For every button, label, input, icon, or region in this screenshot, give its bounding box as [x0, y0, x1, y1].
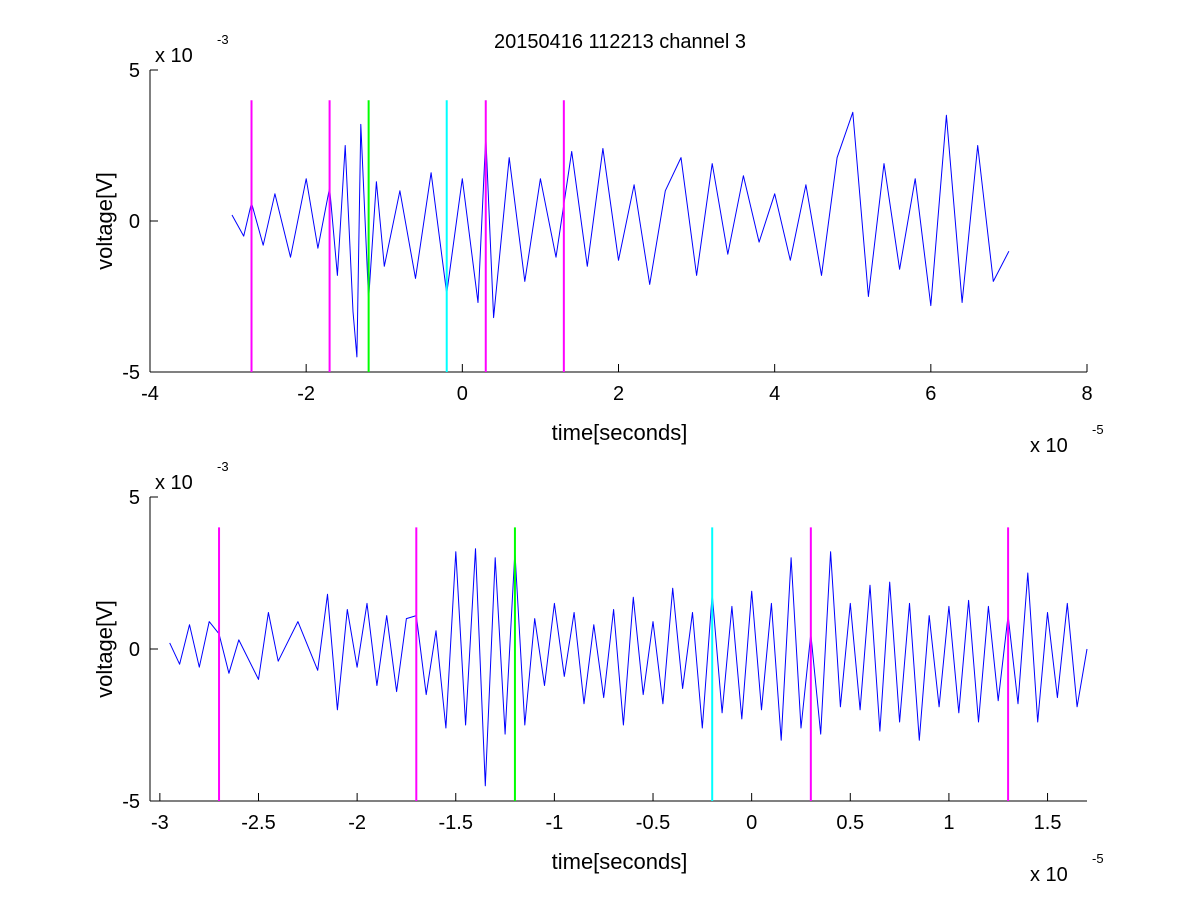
x-tick-label-5: 6	[925, 383, 936, 405]
y-multiplier-exponent: -3	[217, 459, 229, 474]
y-axis-label: voltage[V]	[92, 172, 117, 270]
x-multiplier-exponent: -5	[1092, 851, 1104, 866]
x-tick-label-1: -2.5	[241, 812, 275, 834]
y-tick-label-1: 0	[129, 211, 140, 233]
x-tick-label-4: 4	[769, 383, 780, 405]
x-tick-label-6: 0	[746, 812, 757, 834]
x-tick-label-2: -2	[348, 812, 366, 834]
signal-trace	[169, 548, 1088, 787]
y-tick-label-2: 5	[129, 60, 140, 82]
x-tick-label-0: -3	[151, 812, 169, 834]
x-tick-label-8: 1	[943, 812, 954, 834]
x-multiplier: x 10	[1030, 864, 1068, 886]
figure-title: 20150416 112213 channel 3	[494, 31, 746, 53]
y-multiplier: x 10	[155, 45, 193, 67]
x-tick-label-2: 0	[457, 383, 468, 405]
x-tick-label-6: 8	[1081, 383, 1092, 405]
y-tick-label-0: -5	[122, 791, 140, 813]
x-tick-label-7: 0.5	[836, 812, 864, 834]
x-tick-label-3: -1.5	[439, 812, 473, 834]
y-tick-label-1: 0	[129, 639, 140, 661]
y-tick-label-2: 5	[129, 487, 140, 509]
x-axis-label: time[seconds]	[552, 420, 688, 445]
y-multiplier: x 10	[155, 472, 193, 494]
y-axis-label: voltage[V]	[92, 600, 117, 698]
bottom-plot: -3 -2.5 -2 -1.5 -1 -0.5 0 0.5 1 1.5 -5 0 5 time[secon…	[92, 459, 1104, 886]
x-tick-label-1: -2	[297, 383, 315, 405]
x-tick-label-5: -0.5	[636, 812, 670, 834]
x-tick-label-9: 1.5	[1034, 812, 1062, 834]
y-multiplier-exponent: -3	[217, 32, 229, 47]
top-plot: -4 -2 0 2 4 6 8 -5 0 5 time[seconds] voltage[V] x 10…	[92, 32, 1104, 457]
x-tick-label-3: 2	[613, 383, 624, 405]
x-multiplier: x 10	[1030, 435, 1068, 457]
x-tick-label-0: -4	[141, 383, 159, 405]
x-multiplier-exponent: -5	[1092, 422, 1104, 437]
y-tick-label-0: -5	[122, 362, 140, 384]
x-tick-label-4: -1	[545, 812, 563, 834]
x-axis-label: time[seconds]	[552, 849, 688, 874]
